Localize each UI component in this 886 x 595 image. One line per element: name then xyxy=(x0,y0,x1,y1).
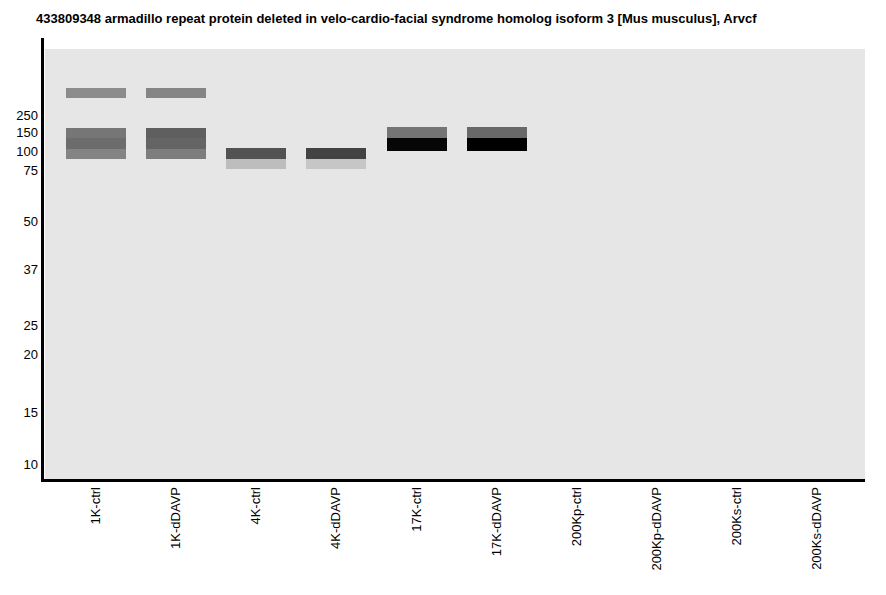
y-tick-label: 20 xyxy=(0,347,38,363)
gel-band-segment xyxy=(226,148,286,159)
gel-band-segment xyxy=(306,159,366,169)
gel-band-segment xyxy=(467,127,527,138)
gel-band-segment xyxy=(306,148,366,159)
lane-label-text: 200Kp-dDAVP xyxy=(650,487,664,571)
gel-band-segment xyxy=(146,128,206,138)
y-tick-label: 250 xyxy=(0,108,38,124)
lane-label-text: 200Kp-ctrl xyxy=(570,487,584,546)
y-axis-line xyxy=(41,38,44,482)
lane-label-text: 1K-dDAVP xyxy=(169,487,183,549)
lane-label-text: 17K-dDAVP xyxy=(490,487,504,556)
gel-band-segment xyxy=(467,138,527,151)
lane-label-text: 4K-ctrl xyxy=(249,487,263,525)
y-tick-label: 50 xyxy=(0,214,38,230)
y-tick-label: 75 xyxy=(0,163,38,179)
gel-blot-figure: 433809348 armadillo repeat protein delet… xyxy=(0,0,886,595)
gel-band-segment xyxy=(226,159,286,169)
lane-label-text: 17K-ctrl xyxy=(410,487,424,532)
gel-band-segment xyxy=(66,128,126,138)
lane-label-text: 200Ks-dDAVP xyxy=(810,487,824,570)
gel-band-segment xyxy=(66,88,126,98)
y-tick-label: 10 xyxy=(0,457,38,473)
y-tick-label: 37 xyxy=(0,262,38,278)
lane-label-text: 200Ks-ctrl xyxy=(730,487,744,546)
gel-band-segment xyxy=(146,149,206,159)
gel-band-segment xyxy=(387,127,447,138)
lane-label-text: 1K-ctrl xyxy=(89,487,103,525)
gel-band-segment xyxy=(387,138,447,151)
lane-label-text: 4K-dDAVP xyxy=(329,487,343,549)
y-tick-label: 150 xyxy=(0,125,38,141)
gel-band-segment xyxy=(146,138,206,149)
y-tick-label: 15 xyxy=(0,405,38,421)
y-tick-label: 25 xyxy=(0,318,38,334)
gel-band-segment xyxy=(66,149,126,159)
x-axis-line xyxy=(41,479,865,482)
figure-title: 433809348 armadillo repeat protein delet… xyxy=(36,11,757,26)
gel-plot-area xyxy=(45,49,865,479)
gel-band-segment xyxy=(66,138,126,149)
y-tick-label: 100 xyxy=(0,144,38,160)
gel-band-segment xyxy=(146,88,206,98)
